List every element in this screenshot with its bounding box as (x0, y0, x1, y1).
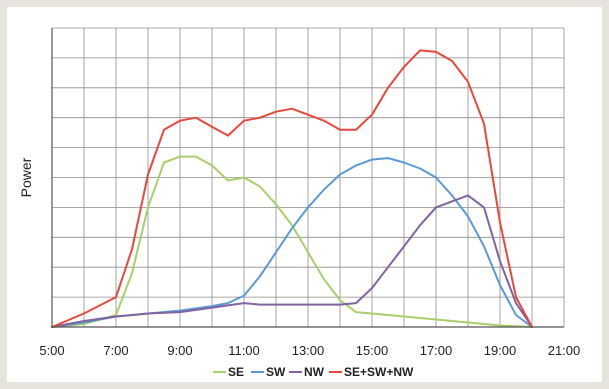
x-tick-label: 11:00 (228, 343, 260, 358)
legend-label: SW (266, 365, 286, 379)
x-tick-label: 5:00 (39, 343, 64, 358)
legend: SE SW NW SE+SW+NW (213, 365, 414, 379)
series-line-se-sw-nw (51, 49, 533, 328)
x-tick-label: 15:00 (356, 343, 389, 358)
series-line-sw (51, 157, 533, 328)
x-tick-label: 17:00 (420, 343, 453, 358)
x-tick-label: 21:00 (548, 343, 581, 358)
power-line-chart: 5:00 7:00 9:00 11:00 13:00 15:00 17:00 19:00 21:… (18, 27, 580, 379)
x-tick-labels: 5:00 7:00 9:00 11:00 13:00 15:00 17:00 19:00 21:… (39, 343, 580, 358)
x-tick-label: 9:00 (167, 343, 192, 358)
legend-label: SE (228, 365, 244, 379)
chart-panel: 5:00 7:00 9:00 11:00 13:00 15:00 17:00 19:00 21:… (7, 7, 602, 382)
y-axis-label: Power (18, 157, 34, 197)
x-tick-label: 7:00 (103, 343, 128, 358)
x-tick-label: 13:00 (292, 343, 325, 358)
legend-label: SE+SW+NW (344, 365, 414, 379)
axes (51, 28, 564, 328)
series-line-se (51, 155, 533, 328)
series-line-nw (51, 194, 533, 328)
legend-label: NW (304, 365, 325, 379)
x-tick-label: 19:00 (484, 343, 517, 358)
series-lines (51, 49, 533, 328)
